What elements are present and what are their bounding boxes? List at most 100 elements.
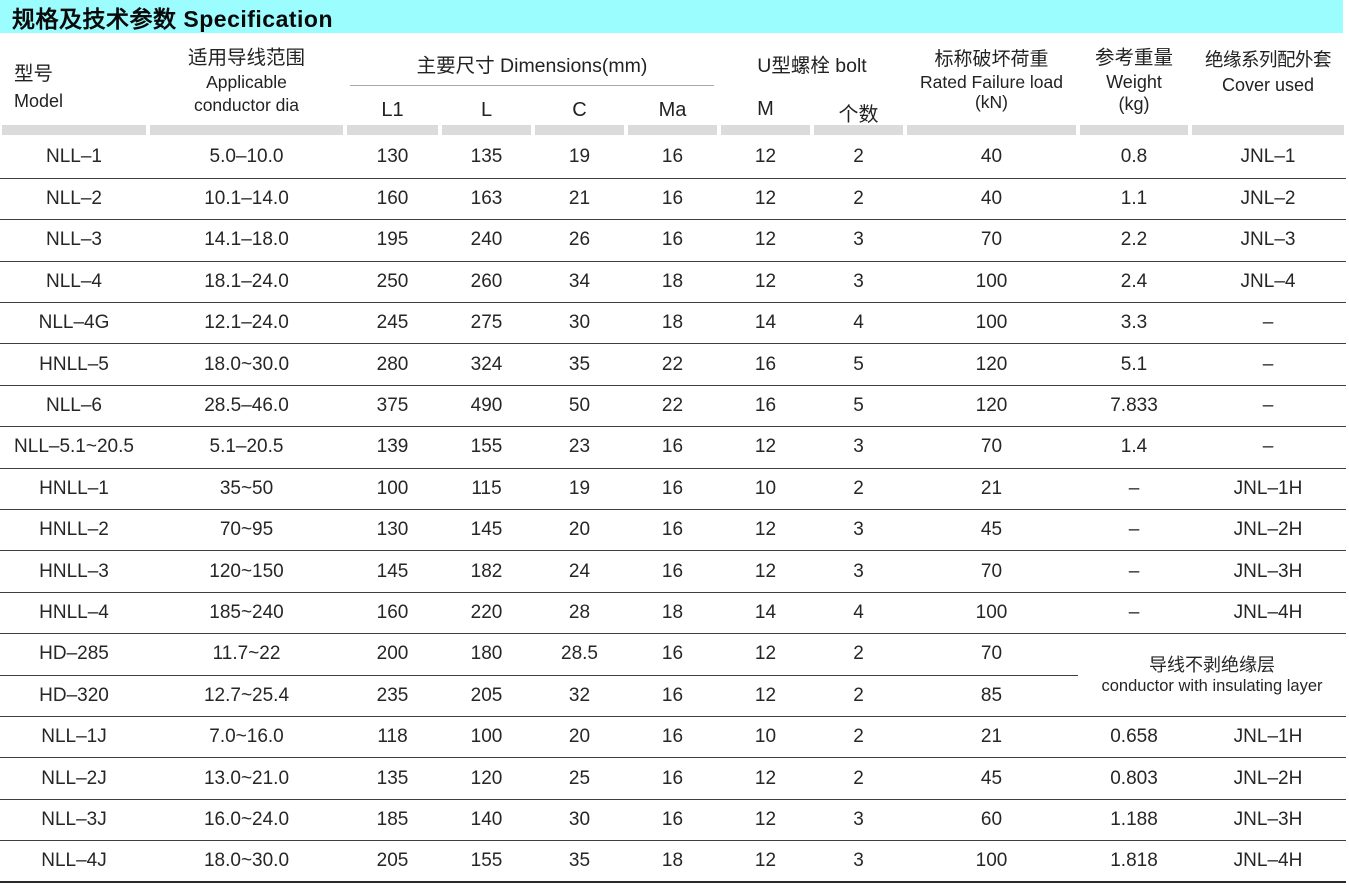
header-model: 型号 Model: [0, 46, 148, 128]
cell-ma: 16: [626, 177, 719, 220]
cell-ma: 22: [626, 343, 719, 386]
cell-weight: –: [1078, 591, 1190, 634]
cell-count: 2: [812, 633, 905, 676]
table-row: HNLL–1 35~50 100 115 19 16 10 2 21– JNL–1H: [0, 467, 1346, 510]
cell-ma: 18: [626, 302, 719, 344]
separator-segment: [2, 125, 146, 135]
cell-ma: 16: [626, 674, 719, 717]
cell-count: 5: [812, 343, 905, 386]
merged-note-zh: 导线不剥绝缘层: [1149, 654, 1275, 675]
cell-weight: 2.2: [1078, 219, 1190, 262]
table-row: NLL–6 28.5–46.0 375 490 50 22 16 5 120 7.833–: [0, 384, 1346, 427]
table-row: NLL–3 14.1–18.0 195 240 26 16 12 3 70 2.2 JNL–3: [0, 219, 1346, 262]
cell-c: 20: [533, 509, 626, 551]
cell-load: 21: [905, 715, 1078, 758]
cell-conductor: 18.1–24.0: [148, 260, 345, 303]
table-row: HNLL–3 120~150 145 182 24 16 12 3 70– JNL–3H: [0, 550, 1346, 593]
cell-l: 135: [470, 146, 503, 168]
cell-cover: –: [1190, 426, 1346, 469]
header-weight-en: Weight: [1106, 71, 1162, 92]
cell-c: 35: [533, 840, 626, 883]
header-col-m: M: [757, 98, 774, 120]
cell-cover: JNL–1H: [1190, 715, 1346, 758]
header-conductor-zh: 适用导线范围: [187, 46, 305, 69]
cell-count: 2: [853, 146, 864, 168]
cell-load: 100: [905, 840, 1078, 883]
cell-l1: 135: [345, 757, 440, 800]
cell-count: 2: [812, 757, 905, 800]
cell-l1: 245: [345, 302, 440, 344]
header-conductor-en2: conductor dia: [193, 94, 300, 115]
header-conductor-en1: Applicable: [206, 71, 287, 92]
cell-model: NLL–2: [0, 177, 148, 220]
cell-model: HNLL–3: [0, 550, 148, 593]
cell-cover: JNL–1: [1240, 146, 1296, 168]
header-weight: 参考重量 Weight (kg): [1078, 40, 1190, 122]
separator-segment: [1080, 125, 1188, 135]
cell-load: 100: [905, 591, 1078, 634]
header-cover-zh: 绝缘系列配外套: [1204, 49, 1332, 71]
cell-cover: –: [1190, 343, 1346, 386]
cell-c: 30: [533, 798, 626, 841]
table-header: 型号 Model 适用导线范围 Applicable conductor dia…: [0, 40, 1346, 126]
header-model-en: Model: [14, 91, 64, 112]
cell-m: 16: [719, 384, 812, 427]
cell-count: 3: [812, 426, 905, 469]
cell-l: 260: [440, 260, 533, 303]
cell-conductor: 14.1–18.0: [148, 219, 345, 262]
cell-l: 145: [440, 509, 533, 551]
cell-conductor: 10.1–14.0: [148, 177, 345, 220]
cell-weight: 3.3: [1078, 302, 1190, 344]
separator-segment: [814, 125, 903, 135]
table-row: NLL–4J 18.0~30.0 205 155 35 18 12 3 100 1.818 JNL–…: [0, 840, 1346, 883]
cell-count: 3: [812, 550, 905, 593]
cell-m: 12: [719, 509, 812, 551]
cell-model: NLL–4: [0, 260, 148, 303]
cell-ma: 18: [626, 591, 719, 634]
cell-m: 12: [719, 219, 812, 262]
cell-load: 100: [905, 260, 1078, 303]
table-row: NLL–2 10.1–14.0 160 163 21 16 12 2 40 1.1 JNL–2: [0, 177, 1346, 220]
cell-c: 19: [533, 467, 626, 510]
cell-c: 19: [568, 146, 591, 168]
cell-c: 50: [533, 384, 626, 427]
header-load-zh: 标称破坏荷重: [934, 49, 1049, 71]
table-row: HNLL–5 18.0~30.0 280 324 35 22 16 5 120 5.1–: [0, 343, 1346, 386]
separator-segment: [1192, 125, 1344, 135]
cell-ma: 16: [626, 757, 719, 800]
cell-ma: 22: [626, 384, 719, 427]
header-col-ma: Ma: [658, 99, 687, 121]
cell-count: 3: [812, 260, 905, 303]
header-model-zh: 型号: [14, 62, 54, 85]
cell-load: 40: [980, 146, 1003, 168]
header-weight-zh: 参考重量: [1094, 47, 1173, 70]
cell-l: 115: [440, 467, 533, 510]
cell-ma: 16: [626, 219, 719, 262]
cell-model: HD–285: [0, 633, 148, 676]
cell-ma: 16: [626, 509, 719, 551]
cell-load: 70: [905, 550, 1078, 593]
header-cover: 绝缘系列配外套 Cover used: [1190, 32, 1346, 114]
cell-l1: 160: [345, 591, 440, 634]
cell-load: 45: [905, 757, 1078, 800]
header-ubolt-group: U型螺栓 bolt M 个数: [719, 40, 905, 126]
table-row: NLL–4 18.1–24.0 250 260 34 18 12 3 100 2.4 JNL–4: [0, 260, 1346, 303]
cell-m: 12: [719, 260, 812, 303]
cell-c: 20: [533, 715, 626, 758]
cell-c: 28: [533, 591, 626, 634]
cell-model: HD–320: [0, 674, 148, 717]
cell-weight: 2.4: [1078, 260, 1190, 303]
cell-l1: 250: [345, 260, 440, 303]
cell-weight: 5.1: [1078, 343, 1190, 386]
cell-ma: 16: [626, 426, 719, 469]
cell-model: NLL–5.1~20.5: [0, 426, 148, 469]
cell-weight: –: [1078, 509, 1190, 551]
cell-count: 4: [812, 591, 905, 634]
cell-conductor: 18.0~30.0: [148, 343, 345, 386]
cell-l1: 100: [345, 467, 440, 510]
cell-c: 24: [533, 550, 626, 593]
header-separator-bar: [0, 125, 1346, 135]
cell-cover: JNL–1H: [1190, 467, 1346, 510]
header-dimensions-label: 主要尺寸 Dimensions(mm): [416, 55, 648, 77]
cell-count: 2: [812, 177, 905, 220]
